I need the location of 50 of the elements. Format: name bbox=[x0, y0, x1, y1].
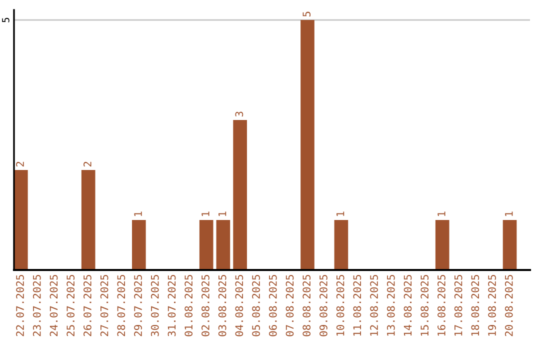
bar bbox=[334, 220, 348, 270]
x-tick-label: 27.07.2025 bbox=[100, 275, 108, 336]
bar bbox=[300, 20, 314, 270]
data-label: 2 bbox=[16, 162, 24, 166]
x-tick-label: 03.08.2025 bbox=[218, 275, 226, 336]
bar bbox=[14, 170, 28, 270]
data-label: 1 bbox=[505, 212, 513, 216]
x-tick-label: 31.07.2025 bbox=[168, 275, 176, 336]
x-tick-label: 11.08.2025 bbox=[353, 275, 362, 336]
x-tick-label: 05.08.2025 bbox=[252, 275, 260, 336]
x-tick-label: 16.08.2025 bbox=[438, 275, 446, 336]
bar bbox=[233, 120, 247, 270]
x-tick-label: 19.08.2025 bbox=[488, 275, 496, 336]
x-tick-label: 28.07.2025 bbox=[117, 275, 126, 336]
x-tick-label: 30.07.2025 bbox=[150, 275, 159, 336]
data-label: 1 bbox=[438, 212, 446, 216]
x-tick-label: 04.08.2025 bbox=[235, 275, 244, 336]
x-tick-label: 24.07.2025 bbox=[50, 275, 58, 336]
x-tick-label: 20.08.2025 bbox=[504, 275, 513, 336]
x-tick-label: 01.08.2025 bbox=[184, 275, 193, 336]
x-tick-label: 23.07.2025 bbox=[32, 275, 41, 336]
x-tick-label: 09.08.2025 bbox=[320, 275, 328, 336]
data-label: 1 bbox=[336, 212, 344, 216]
x-tick-label: 06.08.2025 bbox=[268, 275, 277, 336]
x-tick-label: 15.08.2025 bbox=[420, 275, 429, 336]
x-tick-label: 26.07.2025 bbox=[84, 275, 92, 336]
x-tick-label: 02.08.2025 bbox=[202, 275, 210, 336]
x-tick-label: 22.07.2025 bbox=[16, 275, 24, 336]
x-tick-label: 07.08.2025 bbox=[286, 275, 294, 336]
x-tick-label: 08.08.2025 bbox=[302, 275, 311, 336]
bar bbox=[132, 220, 146, 270]
data-label: 2 bbox=[84, 162, 92, 166]
bar bbox=[435, 220, 450, 270]
x-tick-label: 25.07.2025 bbox=[66, 275, 75, 336]
data-label: 1 bbox=[218, 212, 226, 216]
x-tick-label: 10.08.2025 bbox=[336, 275, 344, 336]
data-label: 5 bbox=[302, 12, 311, 16]
x-tick-label: 13.08.2025 bbox=[386, 275, 395, 336]
data-label: 1 bbox=[134, 212, 142, 216]
x-tick-label: 17.08.2025 bbox=[454, 275, 462, 336]
x-tick-label: 18.08.2025 bbox=[471, 275, 480, 336]
x-tick-label: 14.08.2025 bbox=[404, 275, 412, 336]
data-label: 1 bbox=[202, 212, 210, 216]
bar bbox=[502, 220, 517, 270]
bar bbox=[216, 220, 230, 270]
data-label: 3 bbox=[235, 112, 244, 117]
bar bbox=[81, 170, 96, 270]
x-tick-label: 29.07.2025 bbox=[134, 275, 142, 336]
x-tick-label: 12.08.2025 bbox=[370, 275, 378, 336]
bar bbox=[199, 220, 214, 270]
